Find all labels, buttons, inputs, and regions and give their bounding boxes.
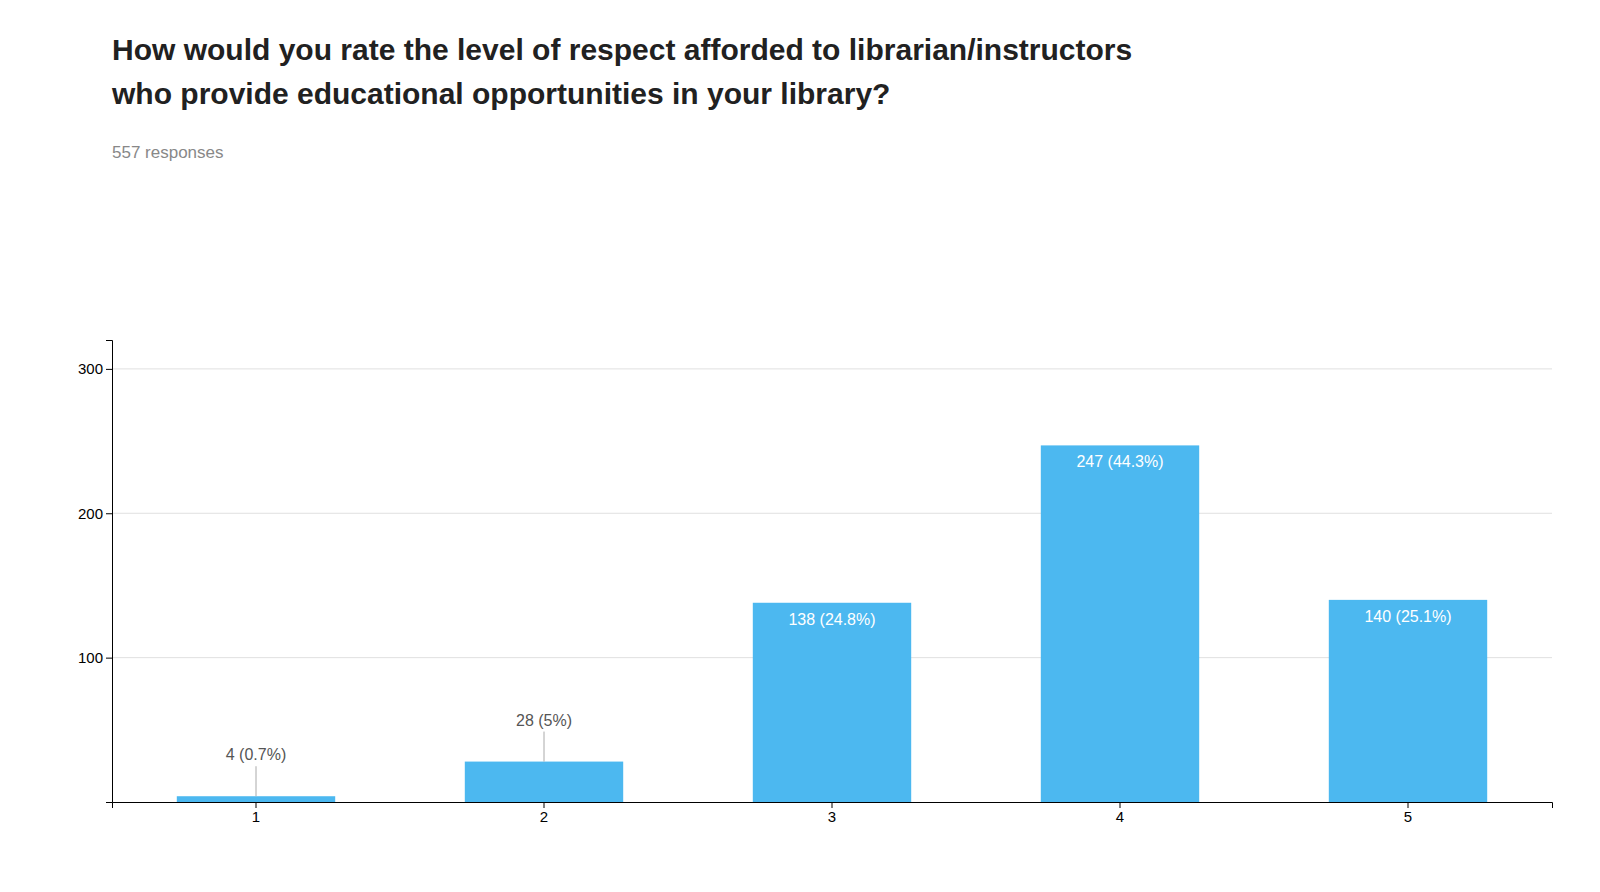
bar	[753, 603, 911, 802]
data-label: 140 (25.1%)	[1364, 608, 1451, 625]
x-tick: 4	[1116, 802, 1124, 825]
y-tick-label: 200	[78, 505, 103, 522]
x-tick-label: 1	[252, 808, 260, 825]
data-label: 4 (0.7%)	[226, 746, 286, 763]
bar	[1329, 600, 1487, 802]
x-tick: 2	[540, 802, 548, 825]
title: who provide educational opportunities in…	[111, 77, 890, 110]
bars	[177, 445, 1487, 802]
bar	[1041, 445, 1199, 802]
plot: 100 200 300 1 2 3 4 5 4 (0.7%) 28 (5%) 138 (24.8%)…	[78, 341, 1553, 825]
x-tick: 3	[828, 802, 836, 825]
grid-line	[112, 513, 1552, 514]
y-tick: 300	[78, 360, 112, 377]
y-axis-line	[106, 341, 113, 803]
data-label: 28 (5%)	[516, 712, 572, 729]
x-tick-label: 5	[1404, 808, 1412, 825]
x-tick-label: 4	[1116, 808, 1124, 825]
y-tick-mark	[106, 513, 112, 514]
chart: How would you rate the level of respect …	[0, 0, 1600, 892]
leader-line	[544, 732, 545, 762]
x-tick: 5	[1404, 802, 1412, 825]
y-tick-label: 300	[78, 360, 103, 377]
x-tick: 1	[252, 802, 260, 825]
data-label: 138 (24.8%)	[788, 611, 875, 628]
bar	[465, 762, 623, 802]
title: How would you rate the level of respect …	[112, 33, 1132, 66]
bar	[177, 796, 335, 802]
y-tick-label: 100	[78, 649, 103, 666]
y-tick-mark	[106, 658, 112, 659]
subtitle: 557 responses	[112, 143, 224, 162]
leader-line	[256, 766, 257, 796]
y-tick: 200	[78, 505, 112, 522]
data-label: 247 (44.3%)	[1076, 453, 1163, 470]
x-tick-label: 2	[540, 808, 548, 825]
y-axis: 100 200 300	[78, 341, 113, 803]
y-tick: 100	[78, 649, 112, 666]
x-axis: 1 2 3 4 5	[113, 802, 1553, 825]
x-tick-label: 3	[828, 808, 836, 825]
y-tick-mark	[106, 369, 112, 370]
grid-line	[112, 368, 1552, 369]
data-labels: 4 (0.7%) 28 (5%) 138 (24.8%) 247 (44.3%) 140…	[226, 453, 1452, 796]
